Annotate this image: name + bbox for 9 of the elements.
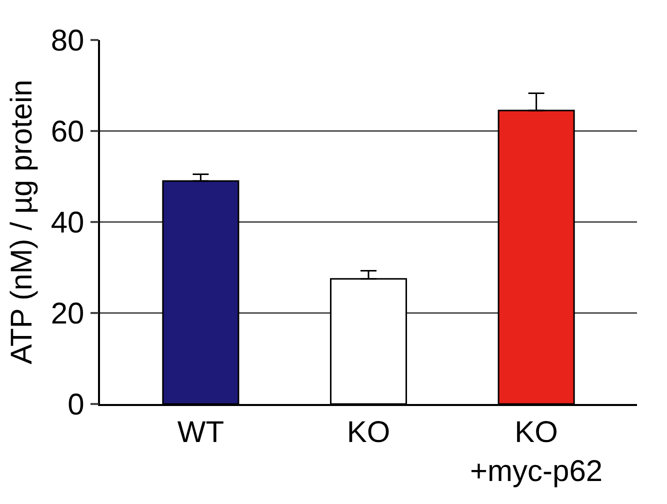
y-tick-label: 0: [68, 388, 84, 422]
x-tick-label: KO: [346, 416, 390, 449]
y-tick-label: 20: [50, 298, 84, 330]
y-axis-title: ATP (nM) / µg protein: [5, 80, 38, 364]
y-tick-label: 60: [50, 116, 84, 148]
y-tick-label: 40: [50, 206, 84, 240]
y-tick-label: 80: [50, 24, 84, 58]
x-tick-label: WT: [177, 416, 224, 449]
x-tick-label: KO +myc-p62: [470, 416, 603, 488]
